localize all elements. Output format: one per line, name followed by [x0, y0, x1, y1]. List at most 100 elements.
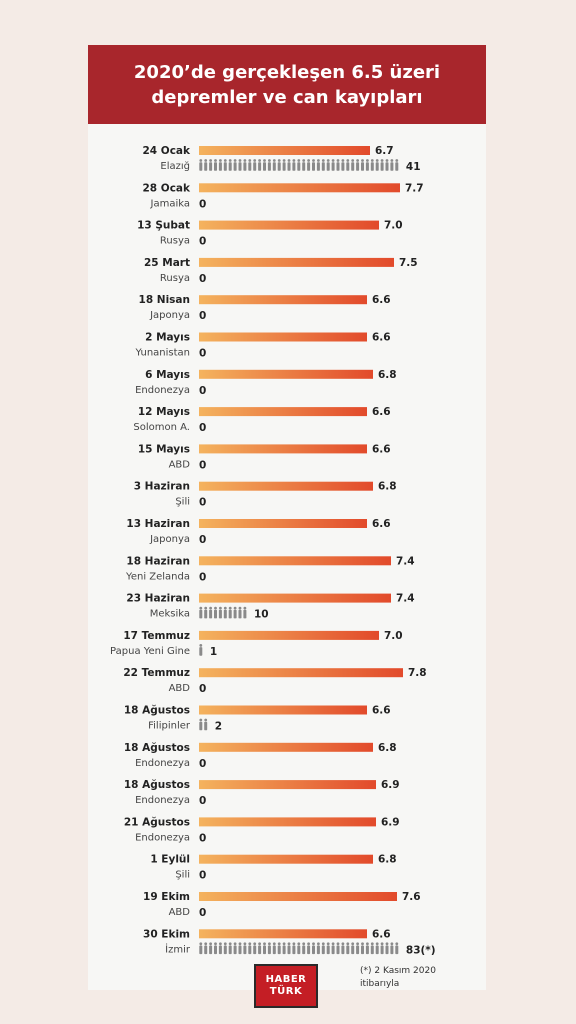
person-head: [346, 942, 350, 946]
person-head: [214, 606, 217, 610]
person-head: [336, 159, 340, 162]
person-head: [361, 159, 364, 162]
person-head: [228, 942, 232, 946]
magnitude-bar: [199, 295, 367, 305]
person-body: [199, 162, 203, 171]
person-icon: [307, 159, 311, 171]
person-icon: [316, 942, 320, 955]
magnitude-bar: [199, 742, 373, 752]
person-head: [233, 606, 237, 610]
person-icon: [292, 159, 296, 171]
person-body: [272, 945, 276, 955]
person-icon: [336, 159, 340, 171]
person-icon: [361, 942, 364, 955]
person-icon: [199, 159, 203, 171]
magnitude-label: 7.0: [384, 630, 403, 642]
person-head: [395, 942, 399, 946]
person-body: [263, 162, 266, 171]
magnitude-label: 7.7: [405, 182, 424, 194]
death-count-label: 10: [254, 609, 269, 621]
person-head: [361, 942, 364, 946]
date-label: 18 Ağustos: [124, 742, 190, 754]
person-head: [326, 942, 330, 946]
person-icon: [282, 942, 286, 955]
person-head: [233, 942, 237, 946]
person-head: [326, 159, 330, 162]
person-body: [243, 609, 247, 619]
magnitude-bar: [199, 220, 379, 230]
person-head: [243, 606, 247, 610]
person-body: [365, 162, 369, 171]
person-body: [380, 162, 384, 171]
person-body: [395, 162, 399, 171]
person-head: [214, 159, 217, 162]
death-count-label: 0: [199, 459, 206, 471]
person-icon: [307, 942, 311, 955]
person-icon: [312, 159, 315, 171]
person-icon: [336, 942, 340, 955]
person-head: [238, 606, 242, 610]
location-label: Şili: [175, 497, 190, 508]
person-icon: [199, 644, 203, 656]
magnitude-bar: [199, 668, 403, 678]
location-label: Filipinler: [148, 721, 191, 732]
location-label: ABD: [169, 907, 191, 918]
magnitude-label: 6.6: [372, 518, 391, 530]
death-count-label: 0: [199, 198, 206, 210]
person-head: [253, 159, 257, 162]
person-body: [228, 162, 232, 171]
location-label: Endonezya: [135, 385, 190, 396]
person-head: [297, 942, 301, 946]
person-body: [258, 945, 262, 955]
location-label: İzmir: [165, 942, 191, 955]
person-head: [341, 159, 345, 162]
magnitude-label: 6.6: [372, 443, 391, 455]
person-body: [218, 609, 222, 619]
person-icon: [351, 942, 355, 955]
location-label: Endonezya: [135, 832, 190, 843]
date-label: 12 Mayıs: [138, 406, 190, 418]
magnitude-bar: [199, 630, 379, 640]
person-head: [223, 159, 227, 162]
date-label: 18 Haziran: [126, 555, 190, 567]
person-icon: [248, 942, 252, 955]
person-head: [370, 159, 374, 162]
location-label: Japonya: [149, 534, 190, 545]
person-body: [390, 945, 394, 955]
person-icon: [209, 159, 213, 171]
person-icon: [356, 942, 360, 955]
person-body: [199, 945, 203, 955]
person-body: [214, 945, 217, 955]
person-body: [287, 162, 291, 171]
person-body: [233, 945, 237, 955]
person-body: [395, 945, 399, 955]
logo-line-1: HABER: [265, 974, 307, 985]
magnitude-bar: [199, 854, 373, 864]
person-icon: [228, 606, 232, 619]
person-icon: [375, 159, 379, 171]
person-icon: [272, 942, 276, 955]
person-icon: [253, 942, 257, 955]
date-label: 13 Haziran: [126, 518, 190, 530]
death-count-label: 0: [199, 683, 206, 695]
person-icon: [361, 159, 364, 171]
person-icon: [233, 606, 237, 619]
person-head: [356, 159, 359, 162]
person-body: [223, 162, 227, 171]
person-icon: [204, 159, 208, 171]
magnitude-label: 7.0: [384, 220, 403, 232]
person-head: [233, 159, 237, 162]
person-icon: [380, 159, 384, 171]
person-body: [277, 162, 281, 171]
person-icon: [395, 942, 399, 955]
location-label: Endonezya: [135, 795, 190, 806]
person-head: [263, 942, 266, 946]
date-label: 30 Ekim: [143, 928, 190, 940]
magnitude-bar: [199, 332, 367, 342]
person-head: [248, 159, 252, 162]
person-head: [209, 942, 212, 946]
person-head: [331, 942, 335, 946]
person-head: [331, 159, 335, 162]
person-body: [267, 945, 271, 955]
date-label: 28 Ocak: [143, 182, 192, 194]
